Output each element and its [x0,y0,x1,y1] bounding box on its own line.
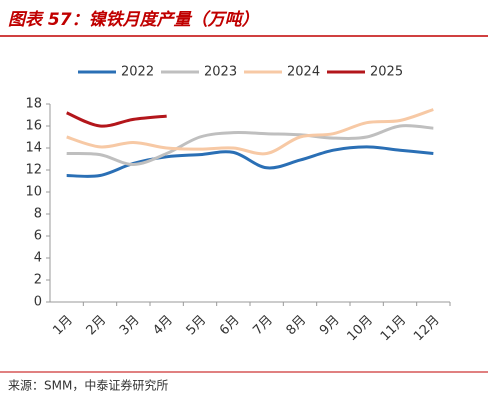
y-tick-label: 2 [34,273,42,288]
y-tick-label: 14 [25,141,42,156]
x-tick-label: 12月 [411,313,442,344]
series-line [66,111,167,128]
x-tick-label: 3月 [117,313,143,339]
x-tick-label: 5月 [184,313,210,339]
y-tick-label: 12 [25,163,42,178]
x-tick-label: 11月 [378,313,409,344]
x-tick-label: 6月 [217,313,243,339]
x-tick-label: 10月 [344,313,375,344]
legend-label: 2022 [121,65,154,80]
chart-title: 图表 57：镍铁月度产量（万吨） [8,10,259,30]
legend-label: 2024 [287,65,320,80]
y-tick-label: 18 [25,97,42,112]
series-line [66,124,434,167]
x-tick-label: 8月 [284,313,310,339]
series-line [66,108,434,156]
x-tick-label: 9月 [317,313,343,339]
y-tick-label: 0 [34,295,42,310]
legend-label: 2025 [370,65,403,80]
x-tick-label: 2月 [84,313,110,339]
y-tick-label: 10 [25,185,42,200]
x-tick-label: 7月 [250,313,276,339]
y-tick-label: 4 [34,251,42,266]
x-tick-label: 1月 [50,313,76,339]
y-tick-label: 6 [34,229,42,244]
x-tick-label: 4月 [150,313,176,339]
source: 来源：SMM，中泰证券研究所 [8,378,168,393]
y-tick-label: 16 [25,119,42,134]
y-tick-label: 8 [34,207,42,222]
legend-label: 2023 [204,65,237,80]
